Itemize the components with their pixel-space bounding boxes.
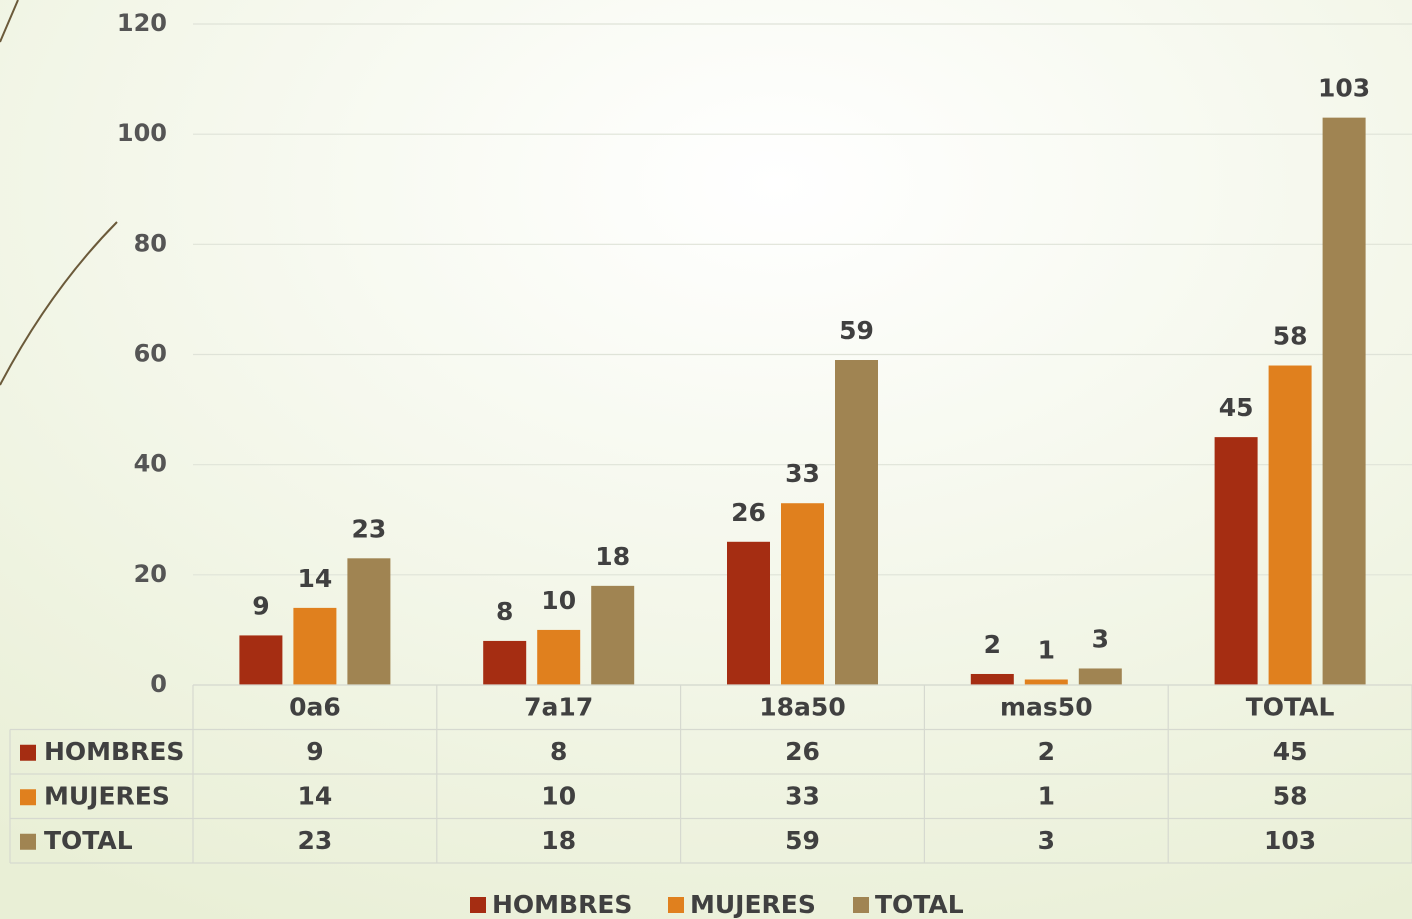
table-legend-key [20, 789, 36, 806]
data-label: 1 [1038, 635, 1055, 664]
table-cell: 18 [541, 826, 576, 855]
data-label: 58 [1273, 322, 1308, 351]
decoration [0, 0, 118, 386]
table-row-label: TOTAL [44, 826, 133, 855]
table-legend-key [20, 833, 36, 850]
y-tick-label: 20 [134, 560, 167, 588]
table-cell: 23 [298, 826, 333, 855]
bar [591, 585, 635, 685]
y-tick-label: 80 [134, 229, 167, 257]
data-label: 45 [1219, 393, 1254, 422]
x-tick-label: 7a17 [524, 692, 593, 721]
data-label: 3 [1092, 624, 1109, 653]
bar [727, 541, 770, 685]
bar [1078, 668, 1122, 685]
data-label: 8 [496, 597, 513, 626]
y-tick-label: 40 [134, 450, 167, 478]
data-label: 33 [785, 459, 820, 488]
bar [781, 503, 824, 685]
bar [537, 629, 581, 685]
data-label: 23 [352, 514, 387, 543]
data-label: 18 [595, 542, 630, 571]
legend-key [853, 897, 869, 913]
y-tick-label: 0 [150, 670, 167, 698]
data-label: 14 [298, 564, 333, 593]
bar [1322, 117, 1366, 686]
table-cell: 3 [1038, 826, 1055, 855]
table-cell: 1 [1038, 781, 1055, 810]
table-cell: 45 [1273, 737, 1308, 766]
table-row-label: MUJERES [44, 781, 170, 810]
table-cell: 10 [541, 781, 576, 810]
x-tick-label: TOTAL [1246, 692, 1335, 721]
table-cell: 26 [785, 737, 820, 766]
x-tick-label: 18a50 [759, 692, 845, 721]
legend-key [668, 897, 684, 913]
legend-label: TOTAL [875, 890, 964, 919]
bar [1268, 365, 1312, 685]
data-label: 10 [541, 586, 576, 615]
table-cell: 9 [306, 737, 323, 766]
data-label: 2 [984, 630, 1001, 659]
y-tick-label: 100 [117, 119, 167, 147]
bar [970, 673, 1014, 685]
data-label: 59 [839, 316, 874, 345]
table-cell: 2 [1038, 737, 1055, 766]
bar [835, 360, 878, 685]
x-tick-label: mas50 [1000, 692, 1093, 721]
data-label: 9 [252, 591, 269, 620]
table-cell: 8 [550, 737, 567, 766]
table-cell: 33 [785, 781, 820, 810]
bar [239, 635, 283, 685]
legend-key [470, 897, 486, 913]
table-cell: 58 [1273, 781, 1308, 810]
y-tick-label: 60 [134, 340, 167, 368]
bar [483, 640, 527, 685]
legend-label: HOMBRES [492, 890, 632, 919]
data-label: 103 [1318, 74, 1370, 103]
bar [1214, 437, 1258, 685]
bar [1024, 679, 1068, 685]
bar [347, 558, 391, 685]
table-row-label: HOMBRES [44, 737, 184, 766]
table-legend-key [20, 744, 36, 761]
y-tick-label: 120 [117, 9, 167, 37]
table-cell: 59 [785, 826, 820, 855]
table-cell: 14 [298, 781, 333, 810]
legend-label: MUJERES [690, 890, 816, 919]
table-cell: 103 [1264, 826, 1316, 855]
bar [293, 607, 337, 685]
data-label: 26 [731, 498, 766, 527]
x-tick-label: 0a6 [289, 692, 341, 721]
